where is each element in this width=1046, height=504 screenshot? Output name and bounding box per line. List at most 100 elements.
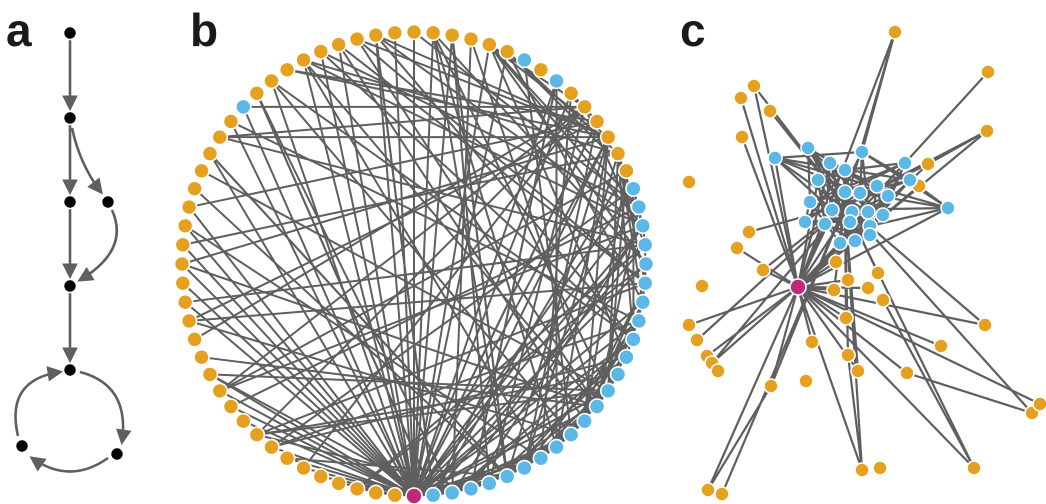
network-node [609, 366, 627, 383]
network-node [462, 480, 480, 498]
diagram-a [14, 25, 132, 473]
network-node [625, 331, 642, 348]
network-edge [905, 371, 1034, 415]
network-node [386, 486, 404, 504]
diagram-b [173, 23, 655, 504]
network-node [201, 366, 219, 383]
network-node [875, 292, 891, 308]
dag-node [109, 446, 125, 462]
network-edge [270, 319, 640, 449]
network-node [837, 162, 853, 178]
network-node [979, 123, 995, 139]
network-edge [218, 389, 415, 497]
network-node [977, 317, 993, 333]
network-edge [570, 282, 647, 436]
network-node [700, 482, 716, 498]
network-node [840, 347, 856, 363]
network-edge [808, 161, 907, 204]
dag-edge-curved [29, 456, 109, 473]
network-edge [337, 43, 586, 423]
network-edge [432, 136, 610, 497]
network-node [562, 85, 580, 102]
network-node [630, 312, 648, 330]
network-node [278, 449, 296, 467]
network-node [588, 398, 606, 415]
network-node [824, 202, 840, 218]
network-edge [181, 263, 415, 497]
network-node [802, 194, 818, 210]
network-edge [193, 105, 586, 341]
network-edge [607, 152, 620, 392]
network-node [462, 30, 480, 48]
network-edge [270, 79, 573, 436]
network-node [710, 363, 726, 379]
network-node [330, 475, 347, 492]
network-node [817, 216, 833, 232]
network-edge [796, 285, 976, 470]
network-node [481, 36, 498, 53]
network-edge [903, 70, 990, 165]
network-node [222, 398, 240, 415]
network-node [850, 363, 866, 379]
network-edge [319, 50, 415, 497]
network-node [599, 382, 617, 400]
network-edge [523, 120, 599, 470]
network-edge [706, 384, 773, 492]
diagram-a-edges [14, 31, 132, 473]
network-node [880, 188, 896, 204]
network-node [822, 155, 838, 171]
network-node [330, 36, 347, 53]
network-node [295, 51, 312, 69]
network-node [842, 214, 858, 230]
network-node [263, 72, 280, 90]
network-node [424, 486, 442, 504]
network-node [201, 145, 219, 162]
network-node [734, 129, 750, 145]
dag-edge-curved [70, 127, 103, 195]
network-edge [356, 38, 647, 285]
network-node [630, 198, 648, 216]
diagram-b-nodes [173, 23, 655, 504]
network-node [186, 180, 203, 197]
network-node [767, 150, 783, 166]
network-node [940, 200, 956, 216]
network-edge [617, 152, 635, 341]
network-node [869, 178, 885, 194]
focus-node [789, 278, 807, 296]
network-edge [596, 206, 640, 408]
network-node [186, 331, 203, 348]
network-node [312, 43, 330, 60]
network-edge [687, 285, 800, 327]
network-node [180, 312, 198, 330]
network-node [838, 310, 854, 326]
network-edge [796, 285, 1042, 406]
network-edge [796, 30, 897, 289]
network-edge [739, 96, 800, 289]
network-node [729, 240, 745, 256]
network-node [576, 412, 593, 430]
network-edge [208, 373, 435, 497]
network-node [634, 217, 652, 235]
dag-node [62, 362, 78, 378]
network-edge [451, 338, 635, 494]
network-node [295, 459, 312, 477]
network-node [548, 438, 565, 456]
network-node [854, 462, 870, 478]
network-node [278, 61, 296, 79]
network-node [637, 255, 655, 273]
network-node [746, 78, 762, 94]
network-edge [188, 282, 647, 322]
network-edge [432, 31, 558, 449]
network-edge [255, 282, 647, 436]
network-node [367, 26, 385, 44]
network-edge [926, 129, 989, 166]
network-edge [583, 136, 610, 423]
network-edge [184, 224, 542, 460]
network-edge [356, 243, 647, 490]
network-node [902, 172, 918, 188]
network-node [1032, 396, 1046, 412]
panel-label-a: a [6, 4, 32, 56]
network-node [609, 145, 627, 162]
network-node [837, 184, 853, 200]
network-node [897, 155, 913, 171]
